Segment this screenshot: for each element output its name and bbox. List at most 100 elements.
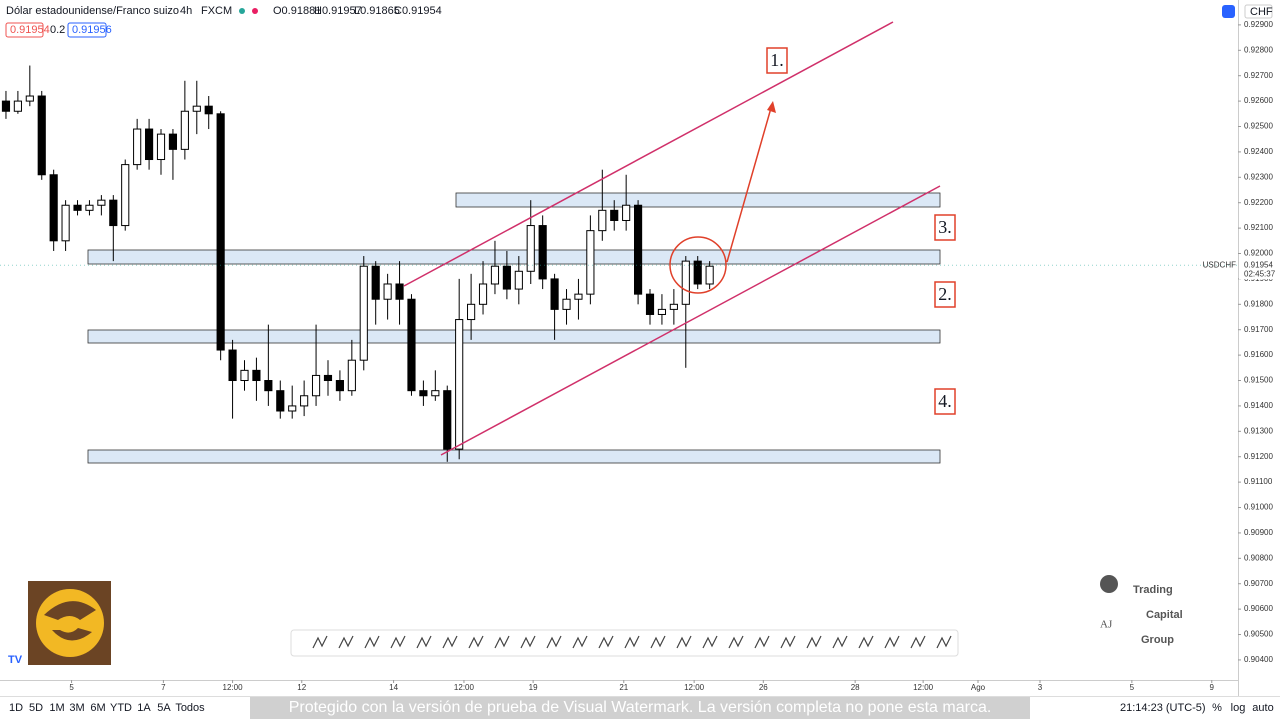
candle-body [156,133,166,161]
channel-line [403,21,894,287]
candle-body [610,209,619,221]
tool-icon[interactable] [338,635,354,649]
label-box [934,281,956,308]
bid-box[interactable] [5,22,44,38]
tool-icon[interactable] [728,635,744,649]
tool-icon[interactable] [572,635,588,649]
y-tick-label: 0.91300 [1244,426,1273,435]
symbol-tag: USDCHF [1203,260,1236,269]
candle-body [359,265,368,361]
tool-icon[interactable] [910,635,926,649]
tool-icon[interactable] [806,635,822,649]
candle-body [25,95,34,102]
range-button[interactable]: 1A [137,702,151,714]
x-tick-label: 12:00 [454,683,475,692]
annotation: 3. [938,217,952,237]
scale-option[interactable]: % [1212,702,1222,714]
tool-icon[interactable] [832,635,848,649]
candle-body [228,349,237,382]
tool-icon[interactable] [936,635,952,649]
tool-icon[interactable] [650,635,666,649]
compare-button[interactable] [1222,5,1235,18]
tool-icon[interactable] [494,635,510,649]
candle-body [502,265,511,290]
candle-body [514,270,523,290]
x-tick-label: 12 [297,683,306,692]
tool-icon[interactable] [364,635,380,649]
tool-icon[interactable] [442,635,458,649]
range-button[interactable]: 1D [9,702,23,714]
tool-icon[interactable] [754,635,770,649]
x-tick-label: 3 [1038,683,1043,692]
tool-icon[interactable] [416,635,432,649]
tool-icon[interactable] [390,635,406,649]
tool-icon[interactable] [702,635,718,649]
tool-icon[interactable] [780,635,796,649]
candle-body [455,319,464,450]
watermark: Protegido con la versión de prueba de Vi… [289,699,992,716]
tool-icon[interactable] [312,635,328,649]
tool-icon[interactable] [858,635,874,649]
tool-icon[interactable] [624,635,640,649]
range-button[interactable]: 3M [69,702,84,714]
y-tick-label: 0.91700 [1244,325,1273,334]
annotation: 1. [770,50,784,70]
range-button[interactable]: 6M [90,702,105,714]
arrow-head [767,101,776,113]
candle-body [1,100,11,112]
ask-box[interactable] [67,22,107,38]
y-tick-label: 0.90700 [1244,579,1273,588]
range-button[interactable]: YTD [110,702,132,714]
highlight-circle [669,236,727,294]
y-tick-label: 0.92600 [1244,96,1273,105]
scale-option[interactable]: auto [1252,702,1273,714]
status-dot [239,8,245,14]
currency-button[interactable] [1244,4,1273,19]
range-button[interactable]: 5D [29,702,43,714]
tool-icon[interactable] [546,635,562,649]
candle-body [252,369,261,382]
tool-icon[interactable] [676,635,692,649]
x-tick-label: 21 [619,683,628,692]
y-tick-label: 0.92700 [1244,71,1273,80]
zone [455,192,941,208]
candle-body [705,265,714,285]
brand-icon [1100,575,1118,593]
y-tick-label: 0.92100 [1244,223,1273,232]
eagle-logo-emblem [36,589,104,657]
label-box [934,388,956,415]
y-tick-label: 0.90800 [1244,553,1273,562]
candle-body [395,283,404,300]
candle-body [276,390,285,412]
label-box [934,214,956,241]
candle-body [109,199,118,227]
tool-icon[interactable] [884,635,900,649]
range-button[interactable]: 1M [49,702,64,714]
candle-body [562,298,571,310]
tool-icon[interactable] [598,635,614,649]
candle-body [168,133,178,150]
bid: 0.91954 [10,24,50,36]
x-tick-label: 9 [1210,683,1215,692]
brand: Group [1141,634,1174,646]
ohlc: H0.91957 [314,5,362,17]
candle-body [478,283,488,305]
x-tick-label: 19 [529,683,538,692]
candle-body [288,405,297,412]
tool-icon[interactable] [468,635,484,649]
zone [87,249,941,265]
candle-body [323,374,333,382]
tool-icon[interactable] [520,635,536,649]
range-button[interactable]: Todos [175,702,205,714]
y-tick-label: 0.92900 [1244,20,1273,29]
candle-body [300,395,309,407]
candle-body [657,308,667,315]
candle-body [634,204,643,295]
watermark-band [250,697,1030,719]
y-tick-label: 0.90400 [1244,655,1273,664]
range-button[interactable]: 5A [157,702,171,714]
candle-body [407,298,416,392]
scale-option[interactable]: log [1231,702,1246,714]
